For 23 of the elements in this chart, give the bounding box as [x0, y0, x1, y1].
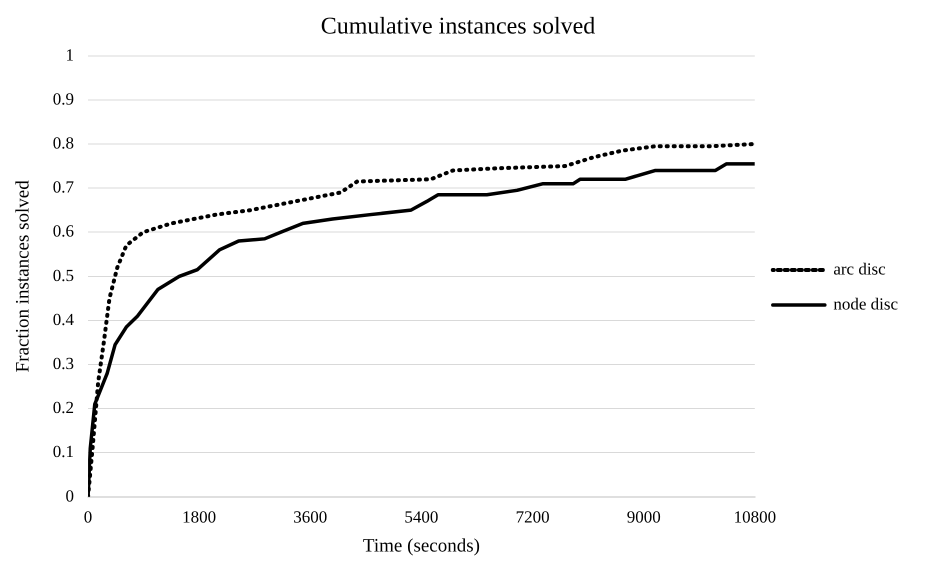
chart-title: Cumulative instances solved	[320, 14, 596, 40]
y-tick-label: 0.9	[52, 89, 74, 108]
legend-label: arc disc	[833, 259, 886, 278]
y-tick-label: 0.3	[52, 354, 74, 373]
y-tick-label: 0.4	[52, 310, 75, 329]
x-tick-label: 10800	[734, 507, 776, 526]
x-tick-label: 3600	[293, 507, 328, 526]
y-tick-label: 1	[66, 45, 74, 64]
legend-label: node disc	[833, 294, 898, 314]
x-tick-label: 7200	[516, 507, 550, 526]
y-tick-label: 0.7	[52, 178, 75, 197]
y-axis-title: Fraction instances solved	[12, 180, 34, 372]
y-tick-label: 0	[66, 486, 74, 506]
y-tick-label: 0.2	[52, 398, 74, 418]
x-tick-label: 0	[84, 507, 92, 526]
y-tick-label: 0.1	[52, 442, 74, 462]
x-axis-title: Time (seconds)	[362, 536, 480, 557]
y-tick-label: 0.5	[52, 266, 74, 285]
x-tick-label: 9000	[626, 507, 661, 526]
x-tick-label: 5400	[404, 507, 438, 526]
x-tick-label: 1800	[182, 507, 216, 526]
y-tick-label: 0.6	[52, 222, 74, 241]
y-tick-label: 0.8	[52, 133, 74, 152]
